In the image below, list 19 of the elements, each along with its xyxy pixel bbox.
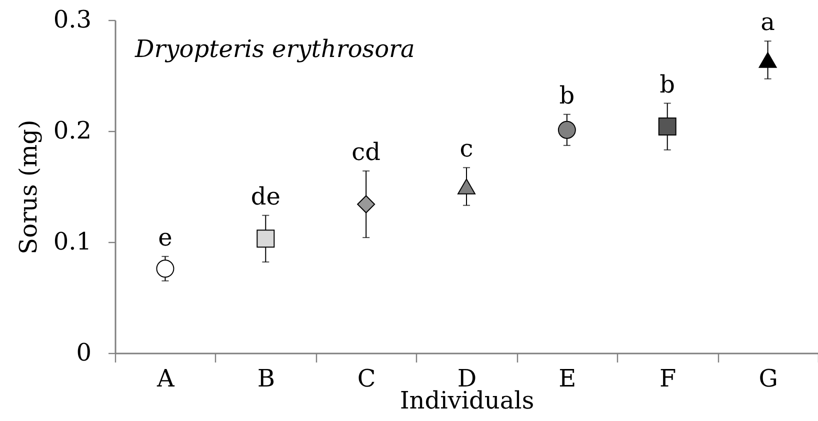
annotation: e (158, 223, 172, 252)
x-tick-label: G (758, 364, 778, 392)
x-tick-label: B (257, 364, 275, 392)
y-tick-label: 0.1 (53, 228, 92, 256)
x-tick-label: A (156, 364, 176, 392)
annotation: b (660, 70, 676, 98)
y-tick-label: 0.3 (53, 6, 92, 34)
annotation: cd (352, 138, 380, 166)
annotation: de (250, 182, 280, 210)
x-tick-label: E (558, 364, 576, 392)
text: Dryopteris erythrosora (134, 35, 415, 63)
y-tick-label: 0.2 (53, 116, 92, 144)
annotation: c (460, 134, 474, 163)
y-tick-label: 0 (76, 338, 92, 366)
annotation: b (559, 81, 575, 110)
x-tick-label: C (357, 364, 376, 392)
x-tick-label: F (660, 364, 676, 392)
annotation: a (760, 8, 775, 36)
y-axis-title: Sorus (mg) (14, 120, 42, 254)
